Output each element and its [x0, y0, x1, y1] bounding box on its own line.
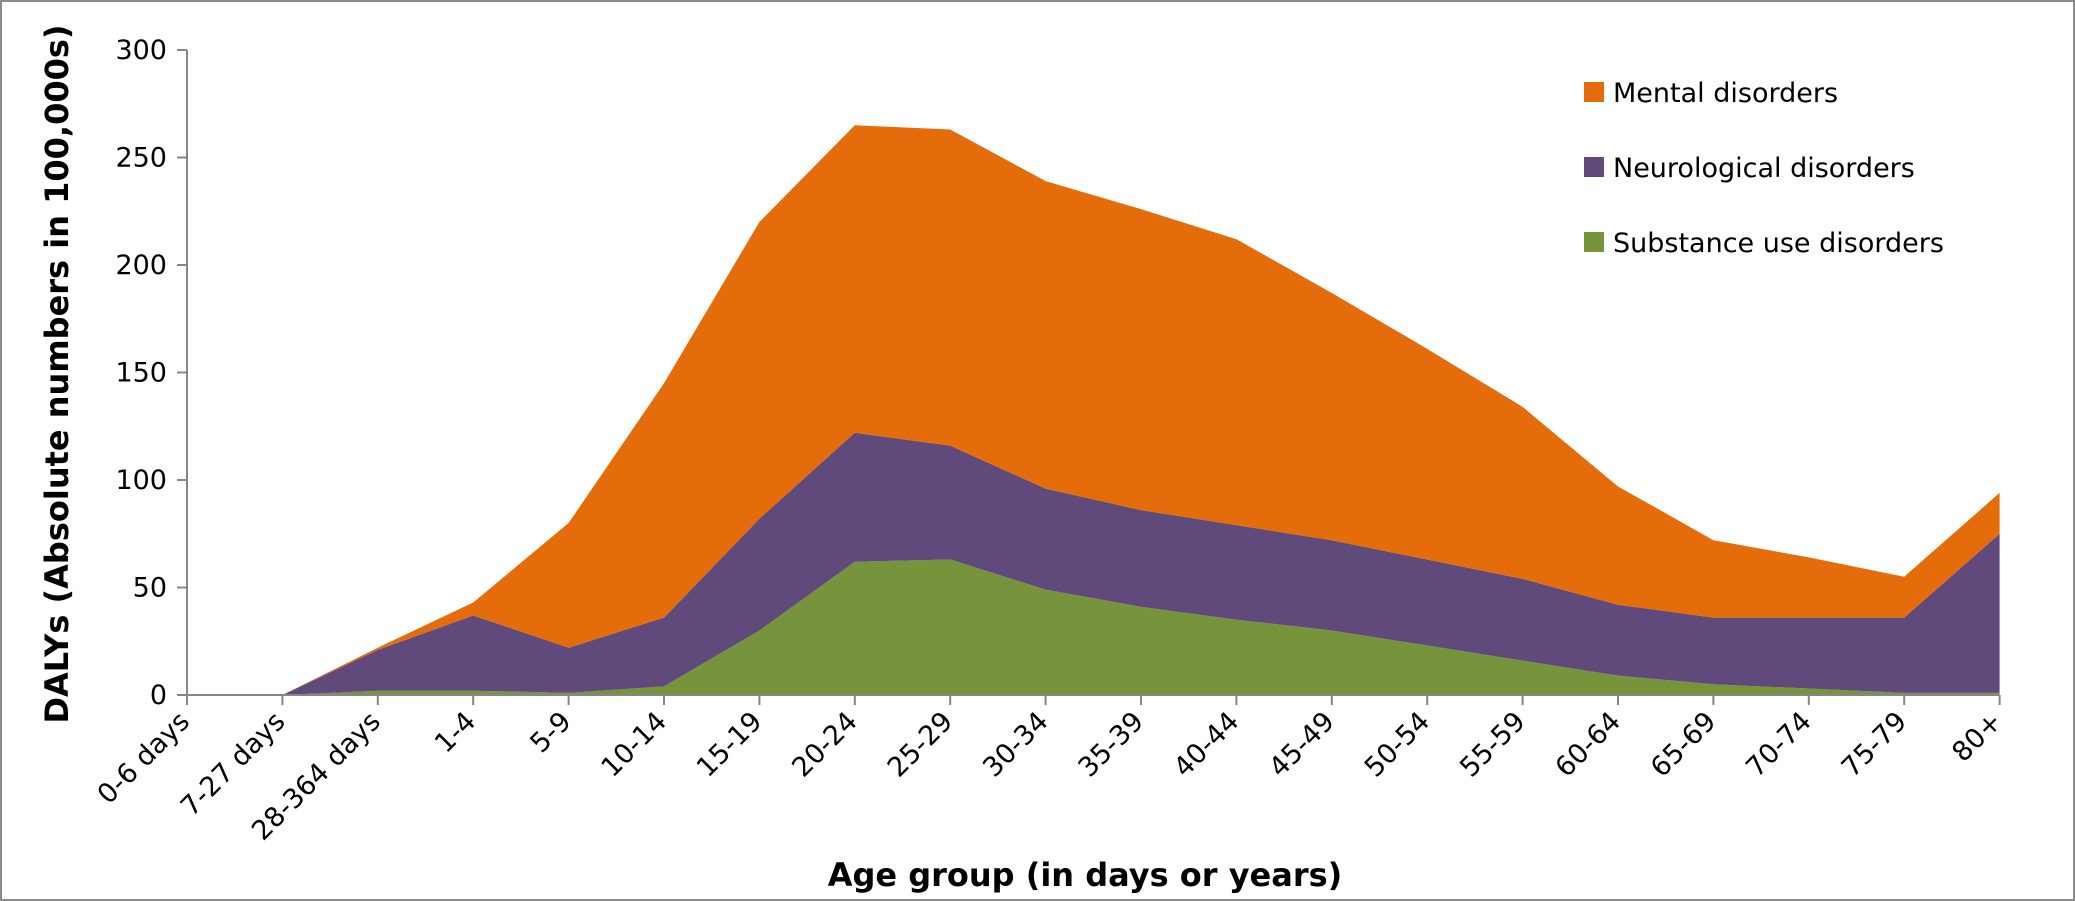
x-tick-label: 1-4	[429, 706, 482, 759]
x-tick-label: 15-19	[691, 706, 768, 783]
legend: Mental disorders Neurological disorders Su…	[1584, 78, 1944, 259]
legend-swatch	[1584, 157, 1604, 177]
x-tick-label: 40-44	[1168, 706, 1245, 783]
y-tick-label: 0	[150, 680, 167, 711]
y-axis: 0 50 100 150 200 250 300	[115, 35, 188, 711]
x-tick-label: 75-79	[1836, 706, 1913, 783]
x-axis-title: Age group (in days or years)	[828, 856, 1343, 894]
x-tick-label: 70-74	[1740, 706, 1817, 783]
y-tick-label: 300	[115, 35, 167, 66]
x-tick-label: 45-49	[1263, 706, 1340, 783]
legend-swatch	[1584, 82, 1604, 102]
area-mental-disorders	[187, 125, 2000, 695]
x-tick-label: 50-54	[1359, 706, 1436, 783]
legend-item-neurological-disorders: Neurological disorders	[1584, 153, 1915, 184]
x-tick-label: 25-29	[882, 706, 959, 783]
x-tick-label: 5-9	[524, 706, 577, 759]
legend-swatch	[1584, 232, 1604, 252]
legend-item-substance-use-disorders: Substance use disorders	[1584, 228, 1944, 259]
legend-item-mental-disorders: Mental disorders	[1584, 78, 1838, 109]
x-tick-label: 80+	[1946, 706, 2008, 768]
x-tick-label: 20-24	[786, 706, 863, 783]
chart-areas	[187, 125, 2000, 695]
legend-label: Neurological disorders	[1613, 153, 1915, 184]
x-tick-label: 55-59	[1454, 706, 1531, 783]
area-substance-use-disorders	[187, 559, 2000, 695]
legend-label: Substance use disorders	[1613, 228, 1944, 259]
x-tick-label: 30-34	[977, 706, 1054, 783]
x-tick-label: 35-39	[1073, 706, 1150, 783]
x-tick-label: 60-64	[1550, 706, 1627, 783]
y-tick-label: 150	[115, 358, 167, 389]
y-tick-label: 100	[115, 465, 167, 496]
y-tick-label: 250	[115, 143, 167, 174]
y-tick-label: 50	[133, 573, 167, 604]
y-axis-title: DALYs (Absolute numbers in 100,000s)	[38, 24, 76, 723]
x-tick-label: 65-69	[1645, 706, 1722, 783]
legend-label: Mental disorders	[1613, 78, 1838, 109]
y-tick-label: 200	[115, 250, 167, 281]
area-neurological-disorders	[187, 432, 2000, 695]
x-tick-label: 10-14	[596, 706, 673, 783]
